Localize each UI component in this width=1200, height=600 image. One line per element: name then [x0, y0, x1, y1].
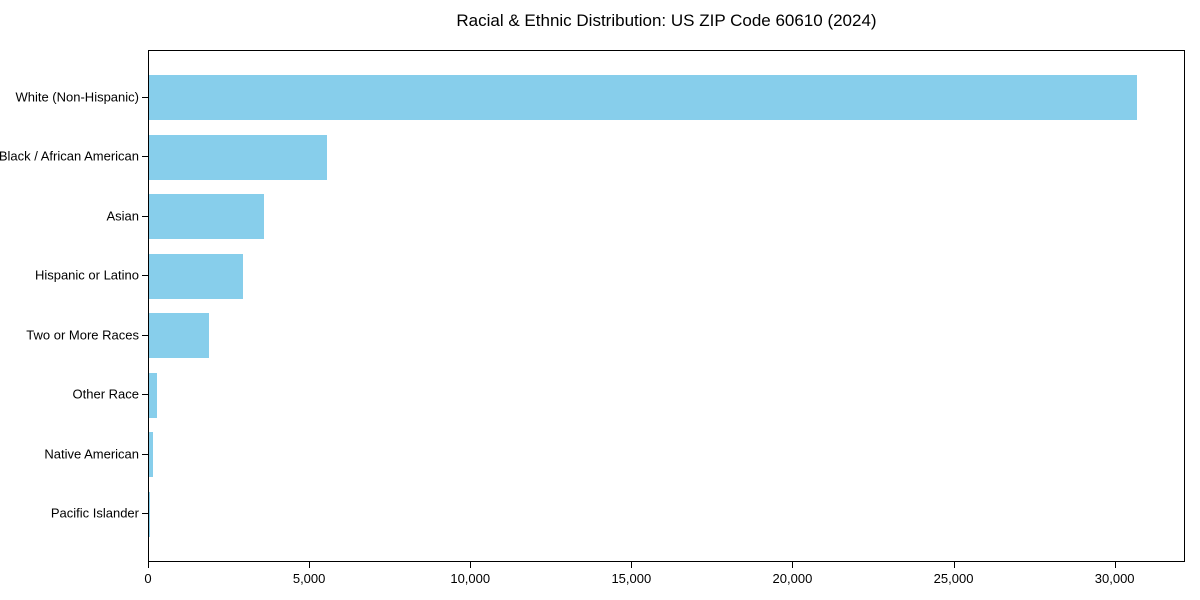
x-tick-label: 30,000	[1094, 571, 1135, 586]
x-tick-mark	[309, 562, 311, 568]
y-tick-label: Two or More Races	[26, 327, 139, 343]
y-tick-label: Black / African American	[0, 148, 139, 164]
y-tick-mark	[142, 394, 148, 396]
x-tick-mark	[148, 562, 149, 568]
bar	[149, 253, 244, 299]
x-tick-label: 5,000	[292, 571, 326, 586]
x-tick-mark	[470, 562, 472, 568]
x-tick-label: 25,000	[933, 571, 974, 586]
y-tick-mark	[142, 453, 148, 455]
y-tick-label: Asian	[106, 208, 139, 224]
plot-area	[148, 50, 1185, 562]
x-tick-label: 15,000	[611, 571, 652, 586]
bar	[149, 134, 327, 180]
bar	[149, 194, 265, 240]
x-tick-label: 0	[144, 571, 152, 586]
x-tick-label: 20,000	[772, 571, 813, 586]
y-tick-label: Native American	[44, 446, 139, 462]
bar	[149, 372, 157, 418]
bar	[149, 75, 1137, 120]
y-tick-label: White (Non-Hispanic)	[15, 89, 139, 104]
bar	[149, 432, 154, 478]
chart-title: Racial & Ethnic Distribution: US ZIP Cod…	[456, 11, 877, 30]
x-tick-mark	[631, 562, 633, 568]
y-tick-label: Other Race	[72, 386, 139, 402]
x-tick-mark	[792, 562, 794, 568]
y-tick-mark	[142, 334, 148, 336]
bar	[149, 313, 209, 359]
y-tick-mark	[142, 275, 148, 277]
x-tick-label: 10,000	[450, 571, 491, 586]
y-tick-mark	[142, 156, 148, 158]
y-tick-mark	[142, 215, 148, 217]
x-tick-mark	[953, 562, 955, 568]
y-tick-label: Hispanic or Latino	[34, 267, 139, 283]
y-tick-mark	[142, 96, 148, 98]
y-tick-label: Pacific Islander	[50, 505, 139, 521]
y-tick-mark	[142, 513, 148, 515]
bar	[149, 491, 150, 537]
x-tick-mark	[1114, 562, 1116, 568]
